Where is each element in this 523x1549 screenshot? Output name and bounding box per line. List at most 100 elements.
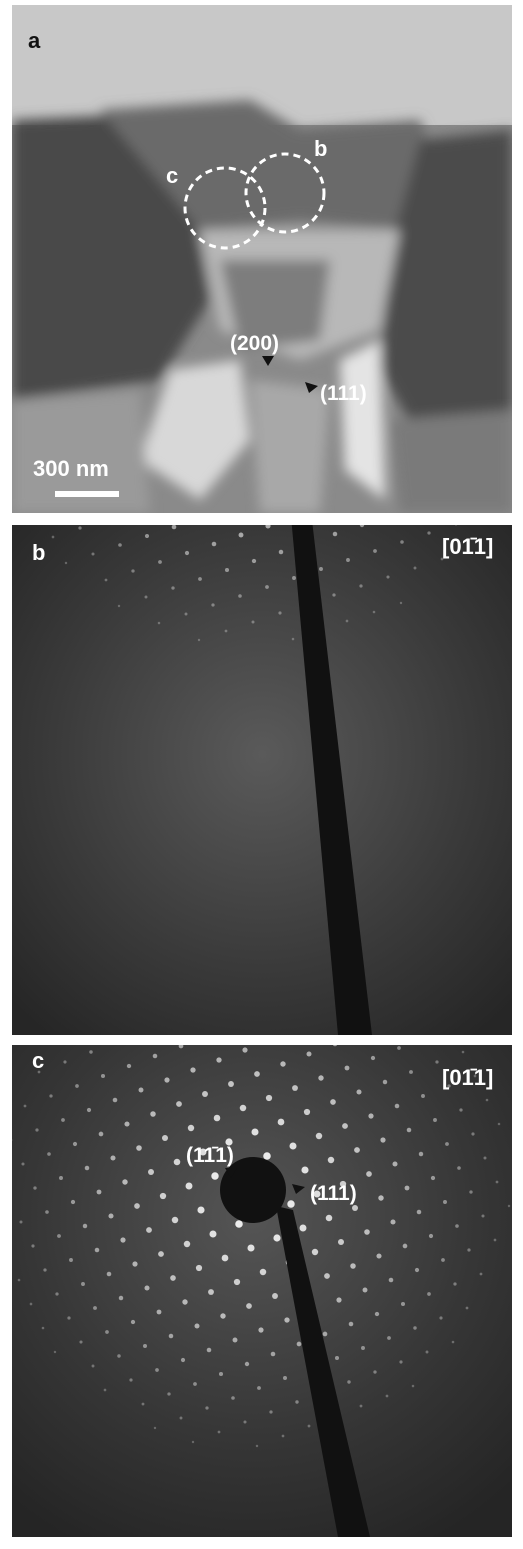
diffraction-spot: [278, 549, 284, 555]
diffraction-spot: [280, 1061, 286, 1067]
diffraction-spot: [311, 1248, 319, 1256]
diffraction-spot: [493, 1238, 497, 1242]
scale-bar: [55, 491, 119, 497]
diffraction-spot: [427, 531, 431, 535]
diffraction-spot: [202, 1091, 208, 1097]
diffraction-spot: [315, 1132, 323, 1140]
diffraction-spot: [433, 1118, 437, 1122]
diffraction-spot: [332, 531, 338, 537]
diffraction-spot: [131, 569, 135, 573]
diffraction-spot: [117, 604, 121, 608]
diffraction-spot: [194, 1323, 200, 1329]
diffraction-spot: [457, 1166, 461, 1170]
diffraction-spot: [91, 1364, 95, 1368]
diffraction-spot: [110, 1155, 116, 1161]
diffraction-spot: [380, 1137, 386, 1143]
diffraction-spot: [211, 603, 215, 607]
diffraction-spot: [69, 1258, 73, 1262]
tem-image: [12, 5, 512, 513]
diffraction-spot: [454, 525, 458, 526]
diffraction-spot: [187, 1124, 195, 1132]
diffraction-spot: [146, 1227, 152, 1233]
diffraction-spot: [507, 1204, 511, 1208]
diffraction-spot: [281, 1434, 285, 1438]
diffraction-spot: [295, 1400, 299, 1404]
arrowhead: [262, 356, 274, 366]
diffraction-spot: [43, 1268, 47, 1272]
diffraction-spot: [346, 558, 350, 562]
diffraction-spot: [57, 1234, 61, 1238]
diffraction-spot: [64, 561, 68, 565]
diffraction-spot: [292, 514, 297, 519]
zone-axis: [01̄1]: [442, 1065, 493, 1090]
diffraction-spot: [120, 1237, 126, 1243]
diffraction-spot: [112, 1097, 118, 1103]
diffraction-spot: [199, 1148, 207, 1156]
diffraction-spot: [356, 1089, 362, 1095]
diffraction-spot: [180, 1357, 186, 1363]
diffraction-spot: [152, 1053, 158, 1059]
diffraction-spot: [243, 1420, 247, 1424]
diffraction-spot: [373, 549, 377, 553]
diffraction-spot: [134, 1203, 140, 1209]
diffraction-spot: [86, 1107, 92, 1113]
diffraction-spot: [313, 1190, 321, 1198]
diffraction-spot: [359, 584, 363, 588]
diffraction-spot: [385, 1394, 389, 1398]
diffraction-spot: [193, 1382, 197, 1386]
reflection-label: (111): [320, 382, 367, 405]
diffraction-spot: [100, 1073, 106, 1079]
diffraction-spot: [246, 1303, 252, 1309]
diffraction-spot: [344, 1065, 350, 1071]
diffraction-spot: [198, 515, 203, 520]
diffraction-spot: [190, 1067, 196, 1073]
diffraction-spot: [239, 1104, 247, 1112]
diffraction-spot: [170, 1275, 176, 1281]
diffraction-spot: [278, 611, 282, 615]
diffraction-spot: [296, 1341, 302, 1347]
diffraction-spot: [122, 1179, 128, 1185]
diffraction-spot: [469, 1190, 473, 1194]
reflection-label: (200): [230, 332, 279, 355]
diffraction-spot: [218, 1371, 224, 1377]
diffraction-spot: [376, 1253, 382, 1259]
diffraction-spot: [63, 1060, 67, 1064]
diffraction-spot: [126, 1063, 132, 1069]
panel-label: a: [28, 28, 41, 53]
diffraction-spot: [23, 1104, 27, 1108]
reflection-label: (11̄1): [186, 1144, 234, 1167]
panel-label: c: [32, 1048, 44, 1073]
diffraction-spot: [439, 1316, 443, 1320]
diffraction-spot: [372, 610, 376, 614]
diffraction-spot: [176, 1101, 182, 1107]
diffraction-spot: [265, 525, 271, 529]
diffraction-pattern: [12, 1040, 512, 1537]
diffraction-spot: [159, 1192, 167, 1200]
arrowhead: [292, 1184, 305, 1194]
diffraction-spot: [421, 1094, 425, 1098]
diffraction-spot: [418, 1151, 424, 1157]
diffraction-spot: [273, 1234, 281, 1242]
diffraction-spot: [144, 533, 150, 539]
diffraction-spot: [332, 1045, 338, 1047]
diffraction-spot: [303, 1108, 311, 1116]
diffraction-spot: [373, 1370, 377, 1374]
diffraction-spot: [259, 1268, 267, 1276]
diffraction-spot: [115, 1040, 119, 1044]
diffraction-spot: [2, 310, 5, 313]
diffraction-spot: [247, 1244, 255, 1252]
diffraction-spot: [368, 1113, 374, 1119]
diffraction-spot: [277, 1118, 285, 1126]
diffraction-spot: [144, 1285, 150, 1291]
diffraction-spot: [167, 1392, 171, 1396]
diffraction-spot: [184, 550, 190, 556]
diffraction-spot: [98, 1131, 104, 1137]
diffraction-spot: [158, 560, 162, 564]
diffraction-spot: [220, 1313, 226, 1319]
diffraction-spot: [263, 1152, 271, 1160]
panel-label: b: [32, 540, 45, 565]
diffraction-spot: [481, 1214, 485, 1218]
diffraction-spot: [332, 593, 336, 597]
diffraction-spot: [318, 1075, 324, 1081]
